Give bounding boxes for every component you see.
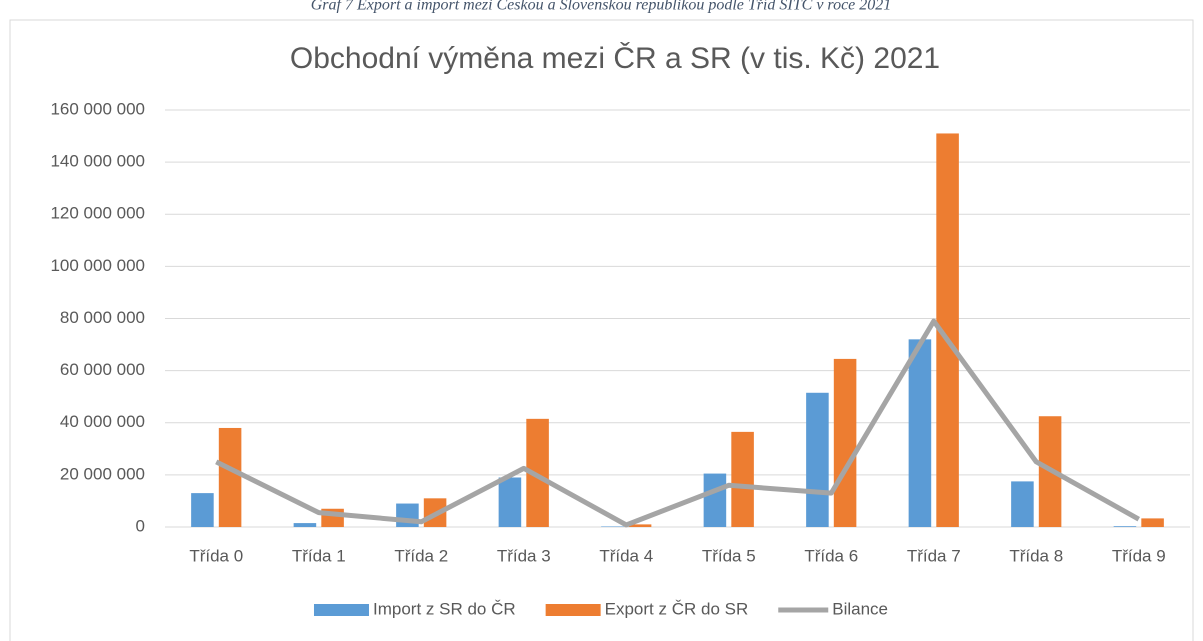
legend-swatch — [545, 604, 601, 616]
chart-title: Obchodní výměna mezi ČR a SR (v tis. Kč)… — [290, 41, 940, 75]
y-tick-label: 40 000 000 — [60, 412, 145, 431]
bar — [601, 526, 624, 527]
x-tick-label: Třída 8 — [1009, 546, 1063, 565]
line — [215, 318, 1140, 528]
bar — [628, 524, 652, 527]
bar — [498, 477, 522, 527]
y-tick-label: 0 — [136, 516, 145, 535]
y-tick-label: 80 000 000 — [60, 308, 145, 327]
y-tick-label: 120 000 000 — [50, 204, 145, 223]
bar — [936, 133, 959, 528]
legend-swatch — [313, 604, 369, 616]
legend-label: Bilance — [832, 599, 888, 618]
bar — [293, 523, 317, 527]
x-tick-label: Třída 7 — [907, 546, 961, 565]
x-tick-label: Třída 3 — [497, 546, 551, 565]
bar — [1141, 518, 1164, 527]
bar — [191, 493, 214, 527]
legend-label: Import z SR do ČR — [373, 599, 516, 618]
legend-label: Export z ČR do SR — [605, 599, 749, 618]
x-tick-label: Třída 9 — [1112, 546, 1166, 565]
y-tick-label: 140 000 000 — [50, 152, 145, 171]
bar — [703, 473, 727, 527]
bar — [526, 418, 549, 527]
bar — [731, 431, 754, 527]
x-tick-label: Třída 4 — [599, 546, 653, 565]
x-tick-label: Třída 2 — [394, 546, 448, 565]
bar — [833, 358, 857, 527]
y-tick-label: 100 000 000 — [50, 256, 145, 275]
bar — [908, 339, 932, 527]
bar — [1011, 481, 1034, 527]
y-tick-label: 160 000 000 — [50, 99, 145, 118]
x-tick-label: Třída 0 — [189, 546, 243, 565]
x-tick-label: Třída 5 — [702, 546, 756, 565]
x-tick-label: Třída 6 — [804, 546, 858, 565]
bar — [218, 427, 242, 527]
chart-frame — [9, 19, 1194, 641]
y-tick-label: 60 000 000 — [60, 360, 145, 379]
bar — [1113, 526, 1137, 527]
x-tick-label: Třída 1 — [292, 546, 346, 565]
y-tick-label: 20 000 000 — [60, 464, 145, 483]
caption: Graf 7 Export a import mezi Českou a Slo… — [311, 0, 892, 14]
bar — [806, 392, 829, 527]
